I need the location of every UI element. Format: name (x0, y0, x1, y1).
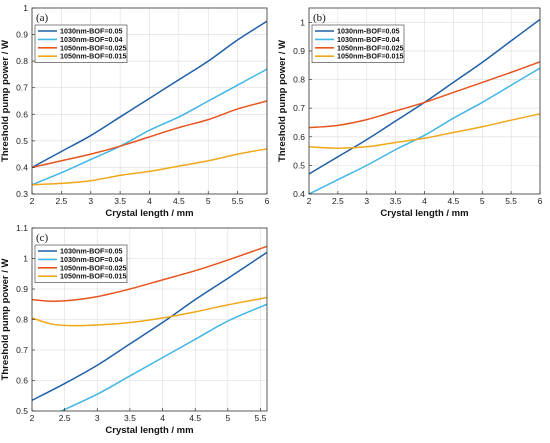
y-tick-label: 0.9 (293, 46, 305, 56)
x-tick-label: 3.5 (390, 196, 402, 206)
y-tick-label: 0.5 (16, 136, 28, 146)
legend-label: 1030nm-BOF=0.04 (337, 35, 400, 44)
legend-label: 1030nm-BOF=0.05 (337, 27, 400, 36)
x-tick-label: 2.5 (59, 413, 71, 423)
y-tick-label: 0.8 (293, 75, 305, 85)
x-tick-label: 3 (88, 196, 93, 206)
x-tick-label: 6 (538, 196, 543, 206)
x-tick-label: 3.5 (114, 196, 126, 206)
series-line (309, 61, 540, 129)
series-line (32, 20, 267, 169)
y-tick-label: 0.5 (293, 160, 305, 170)
y-tick-label: 0.4 (293, 189, 305, 199)
y-tick-label: 0.5 (16, 406, 28, 416)
legend-label: 1050nm-BOF=0.025 (337, 43, 404, 52)
series-line (32, 68, 267, 186)
chart-panel-3: 2 2.5 3 3.5 4 4.5 5 5.5 0.5 0.6 0.7 0.8 0.9 1 1.1 Cryst… (0, 223, 268, 436)
chart-panel-1: 2 2.5 3 3.5 4 4.5 5 5.5 6 0.3 0.4 0.5 0.6 0.7 0.8 0.9 1 C… (0, 3, 270, 219)
x-axis-label: Crystal length / mm (380, 208, 468, 219)
panel-label: (b) (313, 12, 326, 24)
series-line (32, 251, 267, 401)
y-tick-label: 0.9 (16, 284, 28, 294)
x-tick-label: 5 (206, 196, 211, 206)
x-tick-label: 5.5 (505, 196, 517, 206)
y-tick-label: 1 (23, 254, 28, 264)
y-tick-label: 0.7 (293, 103, 305, 113)
x-tick-label: 3 (364, 196, 369, 206)
y-axis-label: Threshold pump power / W (0, 259, 11, 381)
x-tick-label: 4.5 (189, 413, 201, 423)
x-tick-label: 4 (147, 196, 152, 206)
x-tick-label: 5.5 (232, 196, 244, 206)
x-tick-label: 2 (30, 196, 35, 206)
y-tick-label: 0.7 (16, 83, 28, 93)
x-tick-label: 2 (30, 413, 35, 423)
y-tick-label: 0.7 (16, 345, 28, 355)
x-axis-label: Crystal length / mm (105, 425, 193, 436)
x-axis-label: Crystal length / mm (105, 208, 193, 219)
x-tick-label: 5 (225, 413, 230, 423)
legend-label: 1050nm-BOF=0.025 (60, 43, 127, 52)
y-axis-label: Threshold pump power / W (277, 40, 288, 162)
series-line (32, 245, 267, 302)
legend-label: 1030nm-BOF=0.04 (60, 35, 123, 44)
legend-label: 1030nm-BOF=0.05 (60, 27, 123, 36)
legend-label: 1050nm-BOF=0.015 (60, 272, 127, 281)
series-line (32, 148, 267, 186)
x-tick-label: 4.5 (447, 196, 459, 206)
y-tick-label: 0.6 (293, 132, 305, 142)
x-tick-label: 5.5 (255, 413, 267, 423)
series-line (309, 67, 540, 194)
x-tick-label: 2 (307, 196, 312, 206)
x-tick-label: 4 (160, 413, 165, 423)
legend-label: 1030nm-BOF=0.05 (60, 247, 123, 256)
panel-label: (c) (36, 232, 49, 244)
legend-label: 1050nm-BOF=0.015 (60, 52, 127, 61)
y-tick-label: 0.9 (16, 30, 28, 40)
series-line (61, 303, 267, 411)
x-tick-label: 4 (422, 196, 427, 206)
y-tick-label: 0.6 (16, 109, 28, 119)
series-line (32, 296, 267, 327)
y-tick-label: 1 (23, 3, 28, 13)
y-tick-label: 1 (300, 17, 305, 27)
y-tick-label: 0.8 (16, 315, 28, 325)
x-tick-label: 3 (95, 413, 100, 423)
x-tick-label: 3.5 (124, 413, 136, 423)
legend-label: 1030nm-BOF=0.04 (60, 255, 123, 264)
y-tick-label: 0.6 (16, 376, 28, 386)
y-tick-label: 0.4 (16, 162, 28, 172)
x-tick-label: 2.5 (55, 196, 67, 206)
panel-label: (a) (36, 12, 49, 24)
legend-label: 1050nm-BOF=0.015 (337, 52, 404, 61)
chart-panel-2: 2 2.5 3 3.5 4 4.5 5 5.5 6 0.4 0.5 0.6 0.7 0.8 0.9 1 Crys… (277, 7, 543, 219)
x-tick-label: 5 (480, 196, 485, 206)
series-line (309, 113, 540, 149)
y-tick-label: 0.8 (16, 56, 28, 66)
series-line (32, 100, 267, 169)
y-tick-label: 1.1 (16, 223, 28, 233)
legend-label: 1050nm-BOF=0.025 (60, 263, 127, 272)
y-axis-label: Threshold pump power / W (0, 40, 11, 162)
x-tick-label: 2.5 (332, 196, 344, 206)
y-tick-label: 0.3 (16, 189, 28, 199)
x-tick-label: 6 (265, 196, 270, 206)
x-tick-label: 4.5 (173, 196, 185, 206)
